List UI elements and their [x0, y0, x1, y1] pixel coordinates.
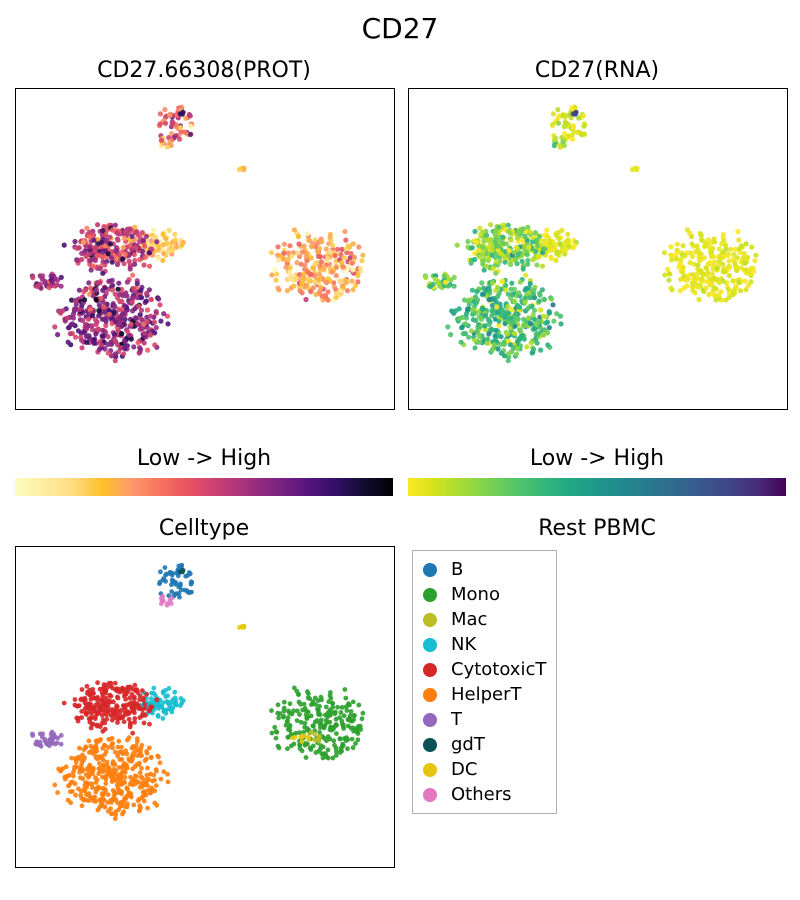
legend-label: HelperT — [451, 684, 522, 705]
legend-swatch — [423, 563, 437, 577]
legend-label: T — [451, 709, 462, 730]
legend-item-helpert: HelperT — [423, 682, 546, 707]
panel-title-rna: CD27(RNA) — [408, 58, 786, 83]
scatter-rna — [408, 88, 788, 410]
legend-label: NK — [451, 634, 476, 655]
legend-swatch — [423, 713, 437, 727]
legend-item-t: T — [423, 707, 546, 732]
legend-item-nk: NK — [423, 632, 546, 657]
legend-swatch — [423, 738, 437, 752]
legend-swatch — [423, 663, 437, 677]
legend-label: CytotoxicT — [451, 659, 546, 680]
legend-item-others: Others — [423, 782, 546, 807]
legend-swatch — [423, 788, 437, 802]
legend-swatch — [423, 688, 437, 702]
panel-title-prot: CD27.66308(PROT) — [15, 58, 393, 83]
cbar-label-rna: Low -> High — [408, 446, 786, 471]
panel-title-celltype: Celltype — [15, 516, 393, 541]
legend-label: B — [451, 559, 463, 580]
cbar-label-prot: Low -> High — [15, 446, 393, 471]
legend-item-dc: DC — [423, 757, 546, 782]
legend-swatch — [423, 613, 437, 627]
scatter-celltype — [15, 546, 395, 868]
legend-label: Mac — [451, 609, 487, 630]
legend-box: B Mono Mac NK CytotoxicT HelperT TgdT DC Others — [412, 550, 557, 814]
legend-label: gdT — [451, 734, 485, 755]
panel-title-legend: Rest PBMC — [408, 516, 786, 541]
cbar-rna — [408, 478, 786, 496]
legend-label: Mono — [451, 584, 500, 605]
legend-item-cytotoxict: CytotoxicT — [423, 657, 546, 682]
legend-item-gdt: gdT — [423, 732, 546, 757]
legend-item-mono: Mono — [423, 582, 546, 607]
legend-item-mac: Mac — [423, 607, 546, 632]
legend-label: DC — [451, 759, 477, 780]
legend-swatch — [423, 763, 437, 777]
legend-swatch — [423, 588, 437, 602]
legend-swatch — [423, 638, 437, 652]
legend-label: Others — [451, 784, 512, 805]
cbar-prot — [15, 478, 393, 496]
scatter-prot — [15, 88, 395, 410]
legend-item-b: B — [423, 557, 546, 582]
main-title: CD27 — [0, 12, 800, 45]
